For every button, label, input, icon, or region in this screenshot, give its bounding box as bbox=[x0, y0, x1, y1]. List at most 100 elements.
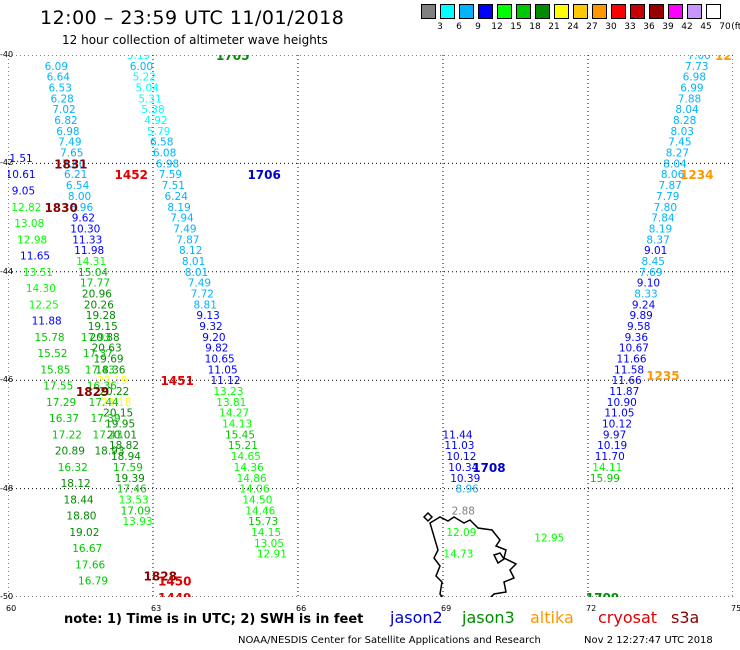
wave-height-label: 8.33 bbox=[634, 288, 657, 300]
wave-height-label: 7.65 bbox=[60, 148, 83, 160]
wave-height-label: 6.82 bbox=[54, 115, 77, 127]
wave-height-label: 17.55 bbox=[43, 381, 73, 393]
wave-height-label: 17.29 bbox=[46, 397, 76, 409]
wave-height-label: 7.73 bbox=[685, 61, 708, 73]
pass-time-label: 1705 bbox=[216, 55, 249, 63]
wave-height-label: 9.58 bbox=[627, 321, 650, 333]
wave-height-label: 12.09 bbox=[446, 527, 476, 539]
wave-height-label: 11.58 bbox=[614, 364, 644, 376]
latitude-label: -48 bbox=[0, 483, 14, 493]
wave-height-label: 16.67 bbox=[72, 543, 102, 555]
wave-height-label: 20.15 bbox=[103, 408, 133, 420]
wave-height-label: 11.98 bbox=[74, 245, 104, 257]
wave-height-label: 5.04 bbox=[136, 83, 160, 95]
grid-lines bbox=[8, 55, 733, 597]
latitude-label: -50 bbox=[0, 592, 14, 601]
wave-height-label: 20.96 bbox=[82, 288, 112, 300]
pass-time-label: 1450 bbox=[158, 575, 191, 589]
credit-text: NOAA/NESDIS Center for Satellite Applica… bbox=[238, 635, 541, 646]
wave-height-label: 13.51 bbox=[23, 267, 53, 279]
wave-height-label: 8.00 bbox=[68, 191, 91, 203]
wave-height-label: 7.49 bbox=[58, 137, 81, 149]
wave-height-label: 14.31 bbox=[76, 256, 106, 268]
legend-label: 39 bbox=[662, 22, 674, 32]
wave-height-label: 17.22 bbox=[52, 429, 82, 441]
map-canvas[interactable]: 5.196.005.225.045.315.384.925.796.586.08… bbox=[8, 55, 733, 597]
wave-height-label: 12.98 bbox=[17, 234, 47, 246]
wave-height-label: 11.12 bbox=[210, 375, 240, 387]
wave-height-label: 11.88 bbox=[32, 316, 62, 328]
wave-height-label: 15.73 bbox=[248, 516, 278, 528]
wave-height-label: 7.45 bbox=[668, 137, 691, 149]
wave-height-label: 15.04 bbox=[78, 267, 108, 279]
longitude-label: 75 bbox=[731, 604, 740, 613]
pass-s3a: 17.93 17.37 17.43 16.36 17.44 17.39 17.43 18.93… bbox=[44, 201, 124, 458]
wave-height-label: 17.59 bbox=[113, 462, 143, 474]
wave-height-label: 8.04 bbox=[675, 104, 699, 116]
legend-label: 45 bbox=[700, 22, 712, 32]
legend-swatch bbox=[497, 4, 512, 19]
legend-swatch bbox=[630, 4, 645, 19]
wave-height-label: 6.21 bbox=[64, 169, 87, 181]
legend-swatch bbox=[478, 4, 493, 19]
wave-height-label: 6.53 bbox=[49, 83, 72, 95]
wave-height-label: 9.97 bbox=[603, 429, 626, 441]
latitude-label: -44 bbox=[0, 266, 14, 276]
wave-height-label: 7.80 bbox=[654, 202, 677, 214]
wave-height-label: 18.36 bbox=[95, 364, 125, 376]
wave-height-label: 8.81 bbox=[194, 299, 217, 311]
pass-s3a: 11.51 10.61 9.05 12.82 13.08 12.98 11.65 13.51 1… bbox=[8, 153, 108, 588]
wave-height-label: 6.54 bbox=[66, 180, 90, 192]
wave-height-label: 8.04 bbox=[663, 158, 687, 170]
wave-height-label: 10.39 bbox=[450, 473, 480, 485]
legend-label: 3 bbox=[437, 22, 443, 32]
wave-height-label: 8.06 bbox=[661, 169, 685, 181]
wave-height-label: 5.19 bbox=[127, 55, 150, 62]
wave-height-label: 14.73 bbox=[443, 549, 473, 561]
legend-swatch bbox=[440, 4, 455, 19]
mission-jason2: jason2 bbox=[390, 608, 443, 627]
wave-height-label: 17.37 bbox=[83, 348, 113, 360]
wave-height-label: 6.99 bbox=[680, 83, 703, 95]
wave-height-label: 20.01 bbox=[107, 429, 137, 441]
wave-height-label: 5.31 bbox=[138, 93, 161, 105]
longitude-label: 63 bbox=[151, 604, 162, 613]
wave-height-label: 6.98 bbox=[683, 72, 706, 84]
legend-swatch bbox=[459, 4, 474, 19]
wave-height-label: 5.79 bbox=[147, 126, 170, 138]
wave-height-label: 8.45 bbox=[642, 256, 665, 268]
wave-height-label: 11.51 bbox=[8, 153, 33, 165]
wave-height-label: 17.43 bbox=[85, 364, 115, 376]
wave-height-label: 8.96 bbox=[455, 484, 479, 496]
pass-time-label: 1234 bbox=[680, 168, 713, 182]
wave-height-label: 7.49 bbox=[173, 223, 196, 235]
wave-height-label: 18.12 bbox=[61, 478, 91, 490]
wave-height-label: 23.19 bbox=[97, 375, 127, 387]
legend-label: 6 bbox=[456, 22, 462, 32]
pass-s3a: 1829 bbox=[76, 385, 109, 399]
pass-altika: 1235 bbox=[646, 369, 679, 383]
legend-swatch bbox=[554, 4, 569, 19]
legend-label: 9 bbox=[475, 22, 481, 32]
wave-height-label: 8.01 bbox=[185, 267, 208, 279]
wave-height-label: 10.61 bbox=[8, 169, 36, 181]
wave-height-label: 13.81 bbox=[216, 397, 246, 409]
pass-time-label: 1452 bbox=[115, 168, 148, 182]
wave-height-label: 14.06 bbox=[239, 484, 269, 496]
wave-height-label: 12.91 bbox=[257, 549, 287, 561]
pass-jason3: 7.007.736.986.997.888.048.288.037.458.27… bbox=[586, 55, 711, 597]
wave-height-label: 18.80 bbox=[66, 511, 96, 523]
wave-height-label: 14.86 bbox=[237, 473, 267, 485]
longitude-label: 69 bbox=[441, 604, 452, 613]
longitude-label: 66 bbox=[296, 604, 307, 613]
wave-height-label: 6.98 bbox=[156, 158, 179, 170]
wave-height-label: 9.62 bbox=[72, 213, 95, 225]
wave-height-label: 8.01 bbox=[182, 256, 205, 268]
wave-height-label: 15.78 bbox=[35, 332, 65, 344]
map-plot[interactable]: 5.19 6.00 5.22 5.04 5.31 5.38 4.92 5.79 6.58 6.08… bbox=[8, 55, 733, 597]
wave-height-label: 9.82 bbox=[205, 343, 228, 355]
legend-label: 12 bbox=[491, 22, 503, 32]
pass-s3a: 1828 bbox=[144, 569, 177, 583]
page-subtitle: 12 hour collection of altimeter wave hei… bbox=[62, 33, 328, 47]
legend-label: 30 bbox=[605, 22, 617, 32]
